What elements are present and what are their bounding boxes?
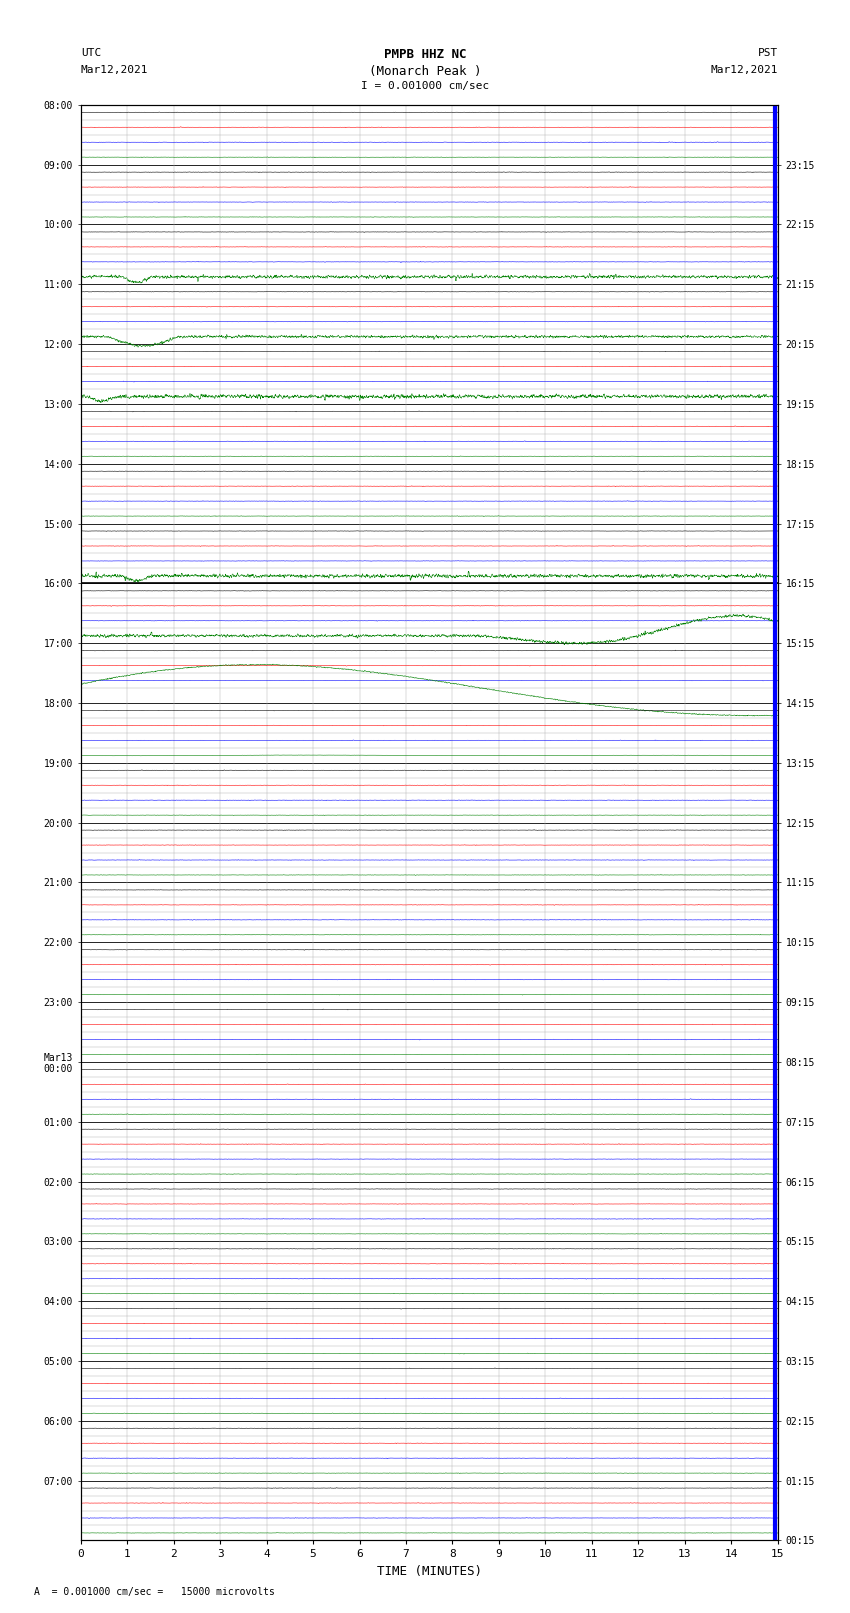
Text: Mar12,2021: Mar12,2021 xyxy=(81,65,148,74)
Text: PMPB HHZ NC: PMPB HHZ NC xyxy=(383,48,467,61)
Text: A  = 0.001000 cm/sec =   15000 microvolts: A = 0.001000 cm/sec = 15000 microvolts xyxy=(34,1587,275,1597)
Text: UTC: UTC xyxy=(81,48,101,58)
Text: Mar12,2021: Mar12,2021 xyxy=(711,65,778,74)
Text: I = 0.001000 cm/sec: I = 0.001000 cm/sec xyxy=(361,81,489,90)
X-axis label: TIME (MINUTES): TIME (MINUTES) xyxy=(377,1565,482,1578)
Text: (Monarch Peak ): (Monarch Peak ) xyxy=(369,65,481,77)
Text: PST: PST xyxy=(757,48,778,58)
